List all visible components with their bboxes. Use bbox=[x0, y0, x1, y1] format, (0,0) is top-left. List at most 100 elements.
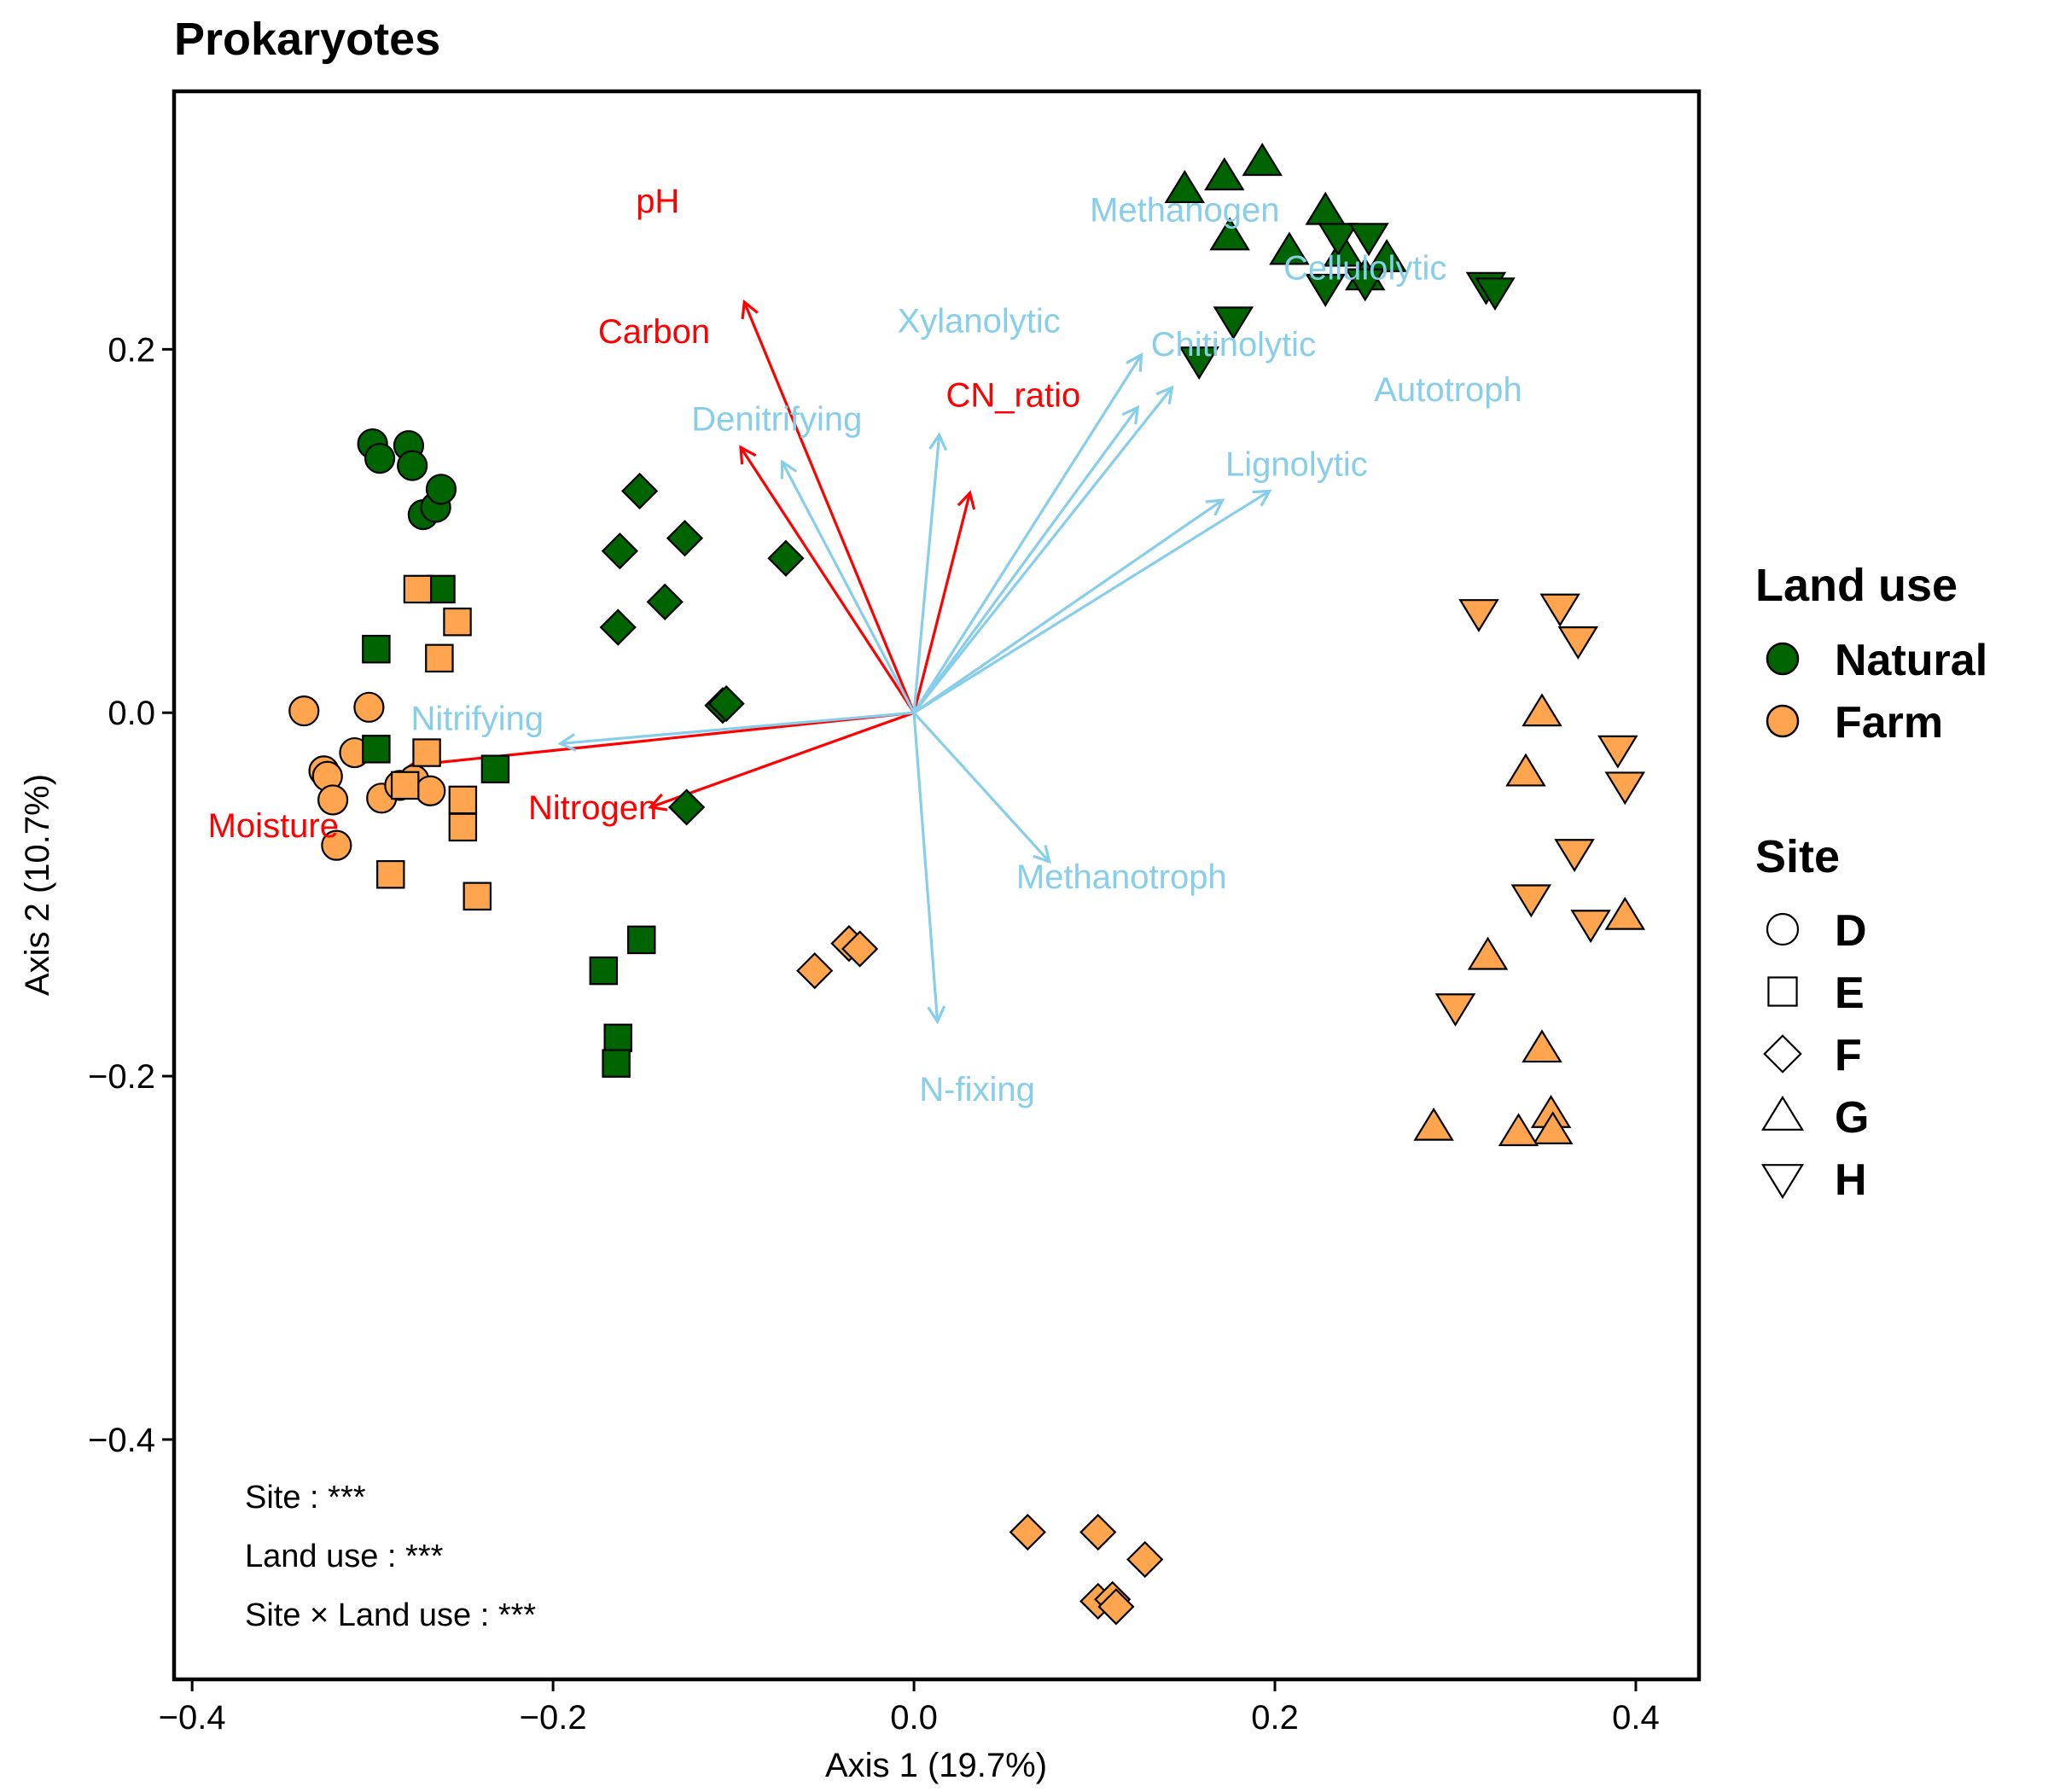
point-G-natural bbox=[1242, 143, 1283, 177]
y-axis: 0.2 0.0 −0.2 −0.4 bbox=[88, 331, 174, 1459]
point-G-farm bbox=[1467, 936, 1509, 970]
point-F-farm bbox=[841, 930, 879, 968]
point-D-natural bbox=[364, 443, 396, 474]
significance-annotation: Land use : *** bbox=[245, 1539, 444, 1574]
arrow-label: Methanotroph bbox=[1016, 858, 1227, 896]
point-G-natural bbox=[1366, 239, 1407, 272]
arrow-shaft bbox=[912, 387, 1173, 714]
arrow-label: N-fixing bbox=[919, 1071, 1035, 1108]
arrow-nitrogen bbox=[648, 711, 915, 812]
point-D-natural bbox=[425, 474, 457, 505]
point-E-farm bbox=[403, 574, 433, 604]
point-F-natural bbox=[599, 608, 637, 646]
x-axis-title: Axis 1 (19.7%) bbox=[825, 1747, 1047, 1784]
point-F-farm bbox=[796, 951, 834, 990]
arrow-head bbox=[1205, 498, 1225, 516]
arrow-shaft bbox=[912, 434, 941, 713]
legend-label-site-G: G bbox=[1835, 1093, 1869, 1143]
point-H-natural bbox=[1348, 223, 1389, 257]
point-G-natural bbox=[1204, 157, 1245, 191]
arrow-shaft bbox=[742, 301, 916, 713]
arrow-shaft bbox=[781, 461, 916, 713]
legend-title-land-use: Land use bbox=[1755, 560, 1958, 611]
arrow-n-fixing bbox=[912, 713, 946, 1025]
point-D-farm bbox=[415, 775, 446, 806]
arrow-head bbox=[557, 733, 577, 752]
x-tick-label: −0.2 bbox=[520, 1699, 587, 1737]
point-G-farm bbox=[1521, 693, 1562, 727]
point-F-natural bbox=[767, 539, 805, 577]
legend-label-site-E: E bbox=[1835, 969, 1865, 1018]
point-E-natural bbox=[480, 754, 510, 783]
arrow-nitrifying bbox=[557, 711, 915, 752]
arrow-label: Nitrogen bbox=[528, 789, 657, 827]
arrow-label: pH bbox=[636, 183, 679, 220]
y-axis-title: Axis 2 (10.7%) bbox=[19, 774, 56, 996]
point-D-farm bbox=[353, 691, 385, 723]
point-G-farm bbox=[1498, 1113, 1539, 1147]
point-H-farm bbox=[1510, 884, 1552, 918]
x-tick-label: −0.4 bbox=[159, 1699, 226, 1737]
arrow-label: Moisture bbox=[208, 807, 339, 845]
point-H-natural bbox=[1178, 346, 1219, 380]
point-G-farm bbox=[1604, 896, 1646, 930]
arrow-head bbox=[780, 459, 798, 480]
arrow-labels: Moisture Nitrogen Carbon pH CN_ratio Nitrifyi… bbox=[208, 183, 1522, 1108]
significance-annotation: Site × Land use : *** bbox=[245, 1597, 536, 1633]
arrow-methanogen bbox=[912, 404, 1140, 714]
point-G-natural bbox=[1209, 217, 1250, 251]
point-E-farm bbox=[448, 785, 478, 815]
point-E-natural bbox=[603, 1023, 632, 1053]
legend-swatch-site-E bbox=[1767, 976, 1798, 1007]
significance-annotations: Site : *** Land use : *** Site × Land use … bbox=[245, 1480, 536, 1633]
point-E-natural bbox=[602, 1049, 631, 1078]
x-tick-label: 0.4 bbox=[1612, 1699, 1660, 1737]
point-G-natural bbox=[1323, 233, 1364, 267]
arrow-shaft bbox=[912, 713, 940, 1022]
legend-label-site-D: D bbox=[1835, 906, 1867, 956]
arrow-head bbox=[1252, 489, 1272, 507]
arrow-head bbox=[739, 445, 757, 465]
legend-swatch-natural bbox=[1766, 642, 1800, 676]
point-D-farm bbox=[288, 695, 320, 727]
arrow-chitinolytic bbox=[912, 352, 1143, 714]
point-H-farm bbox=[1570, 910, 1611, 944]
arrow-label: Cellulolytic bbox=[1283, 250, 1446, 288]
arrow-label: Carbon bbox=[598, 313, 710, 351]
point-H-farm bbox=[1597, 735, 1638, 769]
arrow-head bbox=[741, 299, 759, 320]
point-H-natural bbox=[1345, 268, 1386, 302]
x-axis: −0.4 −0.2 0.0 0.2 0.4 bbox=[159, 1679, 1660, 1737]
arrow-shaft bbox=[739, 446, 916, 714]
legend-swatch-site-H bbox=[1760, 1164, 1805, 1200]
point-F-natural bbox=[601, 532, 638, 570]
point-H-farm bbox=[1458, 599, 1499, 632]
point-G-natural bbox=[1164, 170, 1206, 204]
arrow-shaft bbox=[913, 498, 1224, 714]
point-G-farm bbox=[1505, 753, 1546, 787]
point-H-natural bbox=[1475, 277, 1516, 311]
point-E-natural bbox=[427, 574, 456, 604]
y-tick-label: −0.4 bbox=[88, 1422, 155, 1459]
chart-title: Prokaryotes bbox=[174, 14, 440, 65]
point-G-farm bbox=[1521, 1029, 1562, 1063]
point-G-natural bbox=[1269, 231, 1310, 265]
point-H-farm bbox=[1557, 626, 1599, 660]
x-tick-label: 0.0 bbox=[890, 1699, 938, 1737]
y-tick-label: 0.2 bbox=[108, 331, 155, 369]
point-F-farm bbox=[1079, 1513, 1117, 1551]
point-H-natural bbox=[1318, 223, 1359, 257]
legend-title-site: Site bbox=[1755, 831, 1840, 882]
point-E-farm bbox=[376, 859, 405, 889]
significance-annotation: Site : *** bbox=[245, 1480, 366, 1516]
point-F-natural bbox=[646, 583, 684, 620]
arrow-shaft bbox=[912, 712, 1050, 863]
point-H-farm bbox=[1539, 593, 1580, 627]
point-F-farm bbox=[1126, 1540, 1164, 1579]
arrow-carbon bbox=[741, 299, 916, 713]
arrow-head bbox=[957, 490, 976, 510]
y-tick-label: 0.0 bbox=[108, 695, 155, 732]
arrow-shaft bbox=[912, 492, 972, 713]
arrow-ph bbox=[739, 445, 916, 714]
